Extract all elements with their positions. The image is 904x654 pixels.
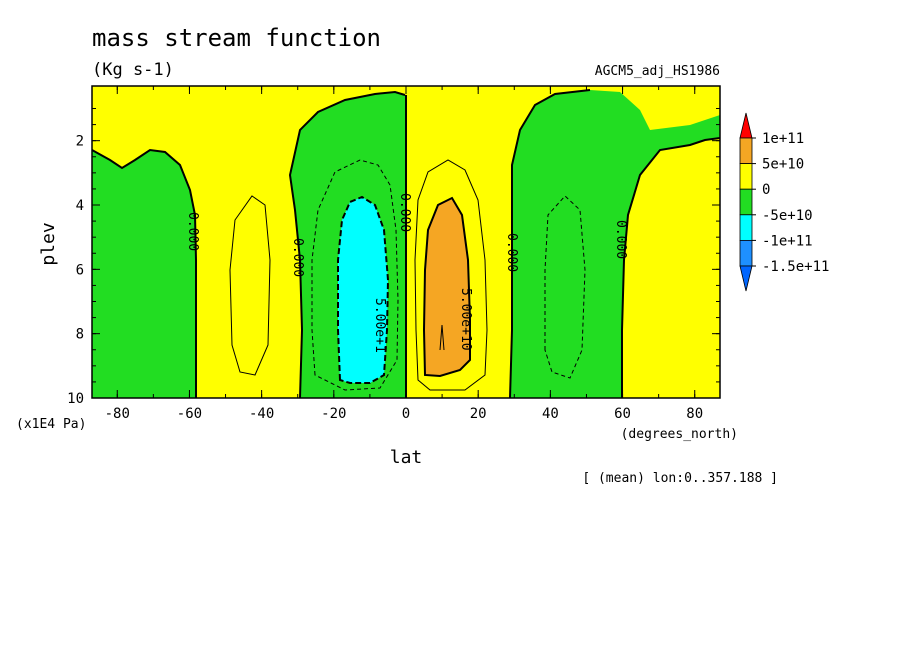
zero-contour-north-cell (509, 89, 591, 399)
y-tick-label: 8 (76, 327, 84, 343)
contour-north-thin (414, 159, 488, 391)
x-tick-label: -20 (321, 406, 346, 422)
y-tick-label: 2 (76, 134, 84, 150)
y-tick-label: 4 (76, 198, 84, 214)
y-axis-ticks: 2 4 6 8 10 (67, 108, 720, 407)
colorbar-segment (739, 188, 753, 216)
x-tick-label: -80 (105, 406, 130, 422)
contour-north-weak (544, 195, 586, 379)
colorbar-segment (739, 214, 753, 241)
contour-south-dashed (311, 159, 399, 391)
contour-label-zero-1: 0.000 (185, 212, 200, 251)
colorbar-label: 5e+10 (762, 157, 804, 173)
contour-label-zero-3: 0.000 (397, 193, 412, 232)
colorbar: 1e+11 5e+10 0 -5e+10 -1e+11 -1.5e+11 (739, 112, 829, 292)
colorbar-label: 1e+11 (762, 131, 804, 147)
contour-north-core (422, 196, 471, 378)
x-axis-units: (degrees_north) (621, 427, 738, 442)
colorbar-segment (739, 137, 753, 165)
y-axis-label: plev (38, 222, 59, 265)
contour-label-zero-4: 0.000 (504, 233, 519, 272)
colorbar-bottom-arrow (739, 265, 753, 292)
x-tick-label: 40 (542, 406, 559, 422)
x-tick-label: 60 (614, 406, 631, 422)
x-tick-label: 80 (686, 406, 703, 422)
x-axis-ticks: -80 -60 -40 -20 0 20 40 60 80 (105, 86, 703, 422)
footnote: [ (mean) lon:0..357.188 ] (582, 471, 778, 486)
x-tick-label: 0 (402, 406, 410, 422)
colorbar-label: -1.5e+11 (762, 259, 829, 275)
y-axis-units: (x1E4 Pa) (16, 417, 86, 432)
colorbar-label: -1e+11 (762, 233, 813, 249)
x-tick-label: 20 (470, 406, 487, 422)
orange-region-core (424, 198, 470, 376)
contour-south-weak (229, 195, 271, 376)
contour-label-positive: 5.00e+10 (458, 288, 473, 351)
x-tick-label: -40 (249, 406, 274, 422)
zero-contour-south-cell (288, 90, 406, 399)
x-axis-label: lat (390, 447, 423, 468)
colorbar-top-arrow (739, 112, 753, 139)
chart-units: (Kg s-1) (92, 60, 174, 80)
x-tick-label: -60 (177, 406, 202, 422)
contour-label-negative: 5.00e+1 (372, 298, 387, 353)
contour-label-zero-2: 0.000 (290, 238, 305, 277)
contour-south-core (337, 195, 390, 384)
cyan-region-core (338, 197, 388, 383)
zero-contour-right (621, 137, 721, 398)
yellow-region-north-pole (622, 138, 720, 398)
colorbar-label: -5e+10 (762, 208, 813, 224)
colorbar-label: 0 (762, 182, 770, 198)
chart-title: mass stream function (92, 24, 381, 52)
y-tick-label: 6 (76, 262, 84, 278)
y-tick-label: 10 (67, 391, 84, 407)
contour-label-zero-5: 0.000 (613, 220, 628, 259)
contour-north-max (439, 324, 445, 351)
colorbar-segment (739, 163, 753, 190)
run-label: AGCM5_adj_HS1986 (595, 64, 720, 79)
zero-contour-left (91, 148, 197, 398)
contour-label-group: 5.00e+10 5.00e+1 0.000 0.000 0.000 0.000… (185, 193, 628, 353)
green-region-south (92, 150, 196, 398)
colorbar-segment (739, 239, 753, 267)
contour-lines (91, 89, 721, 399)
